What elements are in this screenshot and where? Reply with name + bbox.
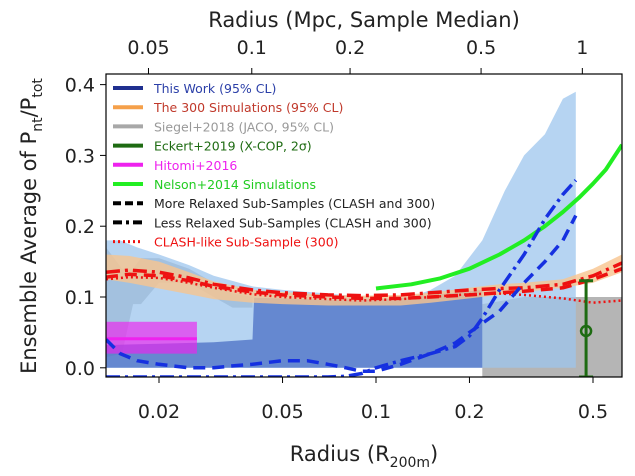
series-the-300-median-less-relaxed xyxy=(106,261,622,298)
top-tick-label: 0.2 xyxy=(335,37,365,59)
legend-label-more-relaxed-sub-samples-clash-and-300: More Relaxed Sub-Samples (CLASH and 300) xyxy=(154,196,435,211)
point-eckert-2019-x-cop-2 xyxy=(579,324,593,338)
legend-label-this-work-95-cl: This Work (95% CL) xyxy=(153,81,276,96)
legend-label-siegel-2018-jaco-95-cl: Siegel+2018 (JACO, 95% CL) xyxy=(154,119,334,134)
bottom-axis-title-sub: 200m xyxy=(390,455,430,471)
x-tick-label: 0.5 xyxy=(578,401,608,423)
legend-label-hitomi-2016: Hitomi+2016 xyxy=(154,158,237,173)
y-tick-label: 0.3 xyxy=(65,145,95,167)
plot-area xyxy=(106,91,622,377)
legend-label-nelson-2014-simulations: Nelson+2014 Simulations xyxy=(154,177,316,192)
top-tick-label: 0.05 xyxy=(127,37,169,59)
top-tick-label: 0.5 xyxy=(466,37,496,59)
y-axis-title: Ensemble Average of Pnt/Ptot xyxy=(17,78,46,374)
band-this-work-inner-95-cl xyxy=(106,289,483,368)
top-tick-label: 0.1 xyxy=(237,37,267,59)
y-axis-title-sub2: tot xyxy=(30,78,46,98)
x-tick-label: 0.02 xyxy=(138,401,180,423)
x-tick-label: 0.2 xyxy=(454,401,484,423)
y-tick-label: 0.4 xyxy=(65,75,95,97)
legend: This Work (95% CL) The 300 Simulations (9… xyxy=(113,81,435,250)
series-this-work-less-relaxed xyxy=(106,179,578,377)
y-tick-label: 0.0 xyxy=(65,358,95,380)
legend-label-clash-like-sub-sample-300: CLASH-like Sub-Sample (300) xyxy=(154,235,339,250)
plot-frame xyxy=(105,73,623,378)
ticks: 0.0 0.1 0.2 0.3 0.4 0.02 0.05 0.1 0.2 0.5 0.05 0.1 0… xyxy=(65,37,608,423)
series-this-work-more-relaxed xyxy=(106,214,578,374)
y-axis-title-main: Ensemble Average of P xyxy=(17,132,41,374)
y-axis-title-mid: /P xyxy=(17,98,41,118)
top-axis-title: Radius (Mpc, Sample Median) xyxy=(208,8,520,32)
bottom-axis-title-main: Radius (R xyxy=(290,442,390,466)
y-tick-label: 0.2 xyxy=(65,216,95,238)
series-the-300-median-more-relaxed xyxy=(106,267,622,301)
legend-label-eckert-2019-x-cop-2: Eckert+2019 (X-COP, 2σ) xyxy=(154,139,312,154)
legend-label-the-300-simulations-95-cl: The 300 Simulations (95% CL) xyxy=(153,100,343,115)
x-tick-label: 0.05 xyxy=(261,401,303,423)
top-tick-label: 1 xyxy=(576,37,588,59)
x-tick-label: 0.1 xyxy=(361,401,391,423)
y-axis-title-sub1: nt xyxy=(30,117,46,132)
y-tick-label: 0.1 xyxy=(65,287,95,309)
bottom-axis-title-end: ) xyxy=(430,442,438,466)
bottom-axis-title: Radius (R200m) xyxy=(290,442,438,471)
series-nelson-2014-simulations xyxy=(375,143,622,291)
legend-label-less-relaxed-sub-samples-clash-and-300: Less Relaxed Sub-Samples (CLASH and 300) xyxy=(154,215,432,230)
